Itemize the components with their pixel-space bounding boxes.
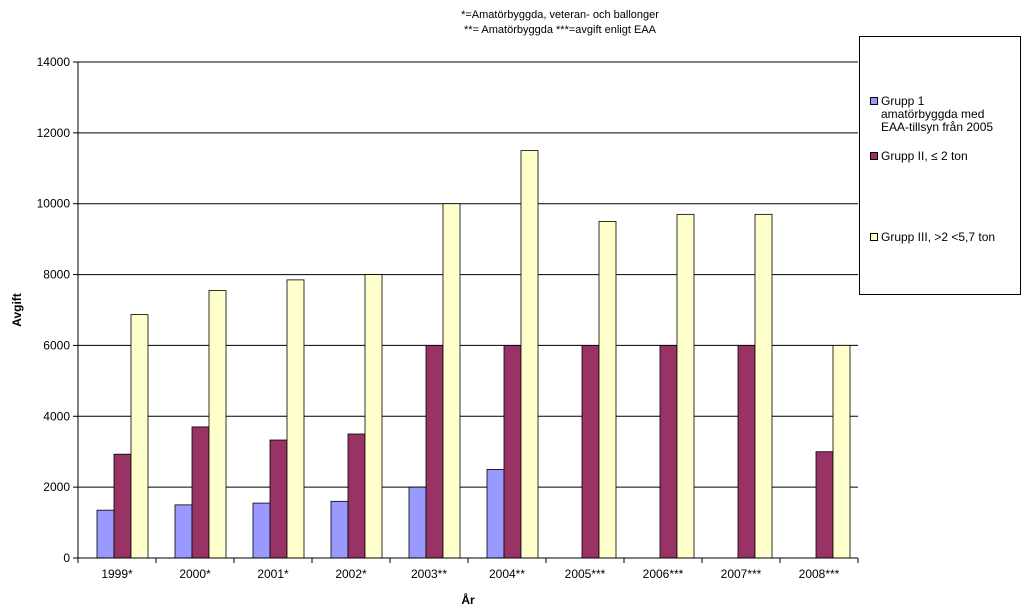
x-tick-label: 2006*** bbox=[643, 567, 684, 581]
chart-subtitle-line-1: *=Amatörbyggda, veteran- och ballonger bbox=[461, 9, 659, 21]
x-tick-label: 2000* bbox=[179, 567, 211, 581]
gridlines bbox=[78, 61, 858, 488]
legend-label-grupp-2: Grupp II, ≤ 2 ton bbox=[881, 149, 968, 163]
bar-series-3-2004 bbox=[520, 150, 539, 559]
bar-series-1-2004 bbox=[486, 469, 505, 559]
bar-series-3-2008 bbox=[832, 345, 851, 559]
bar-series-3-2007 bbox=[754, 213, 773, 559]
y-tick-label: 8000 bbox=[43, 268, 70, 282]
legend-swatch-grupp-3 bbox=[870, 233, 878, 241]
bar-series-3-2001 bbox=[286, 279, 305, 559]
x-tick-label: 2002* bbox=[335, 567, 367, 581]
x-axis-label: År bbox=[461, 592, 475, 607]
bar-series-2-2000 bbox=[191, 426, 210, 559]
bar-series-1-2003 bbox=[408, 486, 427, 559]
x-tick-labels: 1999* 2000* 2001* 2002* 2003** 2004** 2005*** 2… bbox=[101, 567, 839, 581]
bar-series-2-2003 bbox=[425, 345, 444, 559]
bar-series-2-2002 bbox=[347, 433, 366, 559]
bar-series-3-2006 bbox=[676, 213, 695, 559]
x-tick-label: 1999* bbox=[101, 567, 133, 581]
legend-item-grupp-2: Grupp II, ≤ 2 ton bbox=[870, 150, 1020, 163]
bar-series-2-2004 bbox=[503, 345, 522, 559]
legend-label-line: EAA-tillsyn från 2005 bbox=[881, 120, 994, 134]
bar-series-1-2001 bbox=[252, 502, 271, 559]
y-axis-label: Avgift bbox=[10, 293, 24, 327]
y-tick-label: 4000 bbox=[43, 409, 70, 423]
legend-label-grupp-3: Grupp III, >2 <5,7 ton bbox=[881, 230, 996, 244]
bar-series-3-2003 bbox=[442, 203, 461, 559]
y-tick-label: 12000 bbox=[37, 126, 71, 140]
bar-series-1-1999 bbox=[96, 509, 115, 559]
bar-series-3-2002 bbox=[364, 274, 383, 559]
chart-subtitle-line-2: **= Amatörbyggda ***=avgift enligt EAA bbox=[463, 24, 656, 36]
y-tick-label: 2000 bbox=[43, 480, 70, 494]
y-tick-label: 6000 bbox=[43, 338, 70, 352]
legend-item-grupp-1: Grupp 1 amatörbyggda med EAA-tillsyn frå… bbox=[870, 95, 1020, 134]
bars bbox=[96, 150, 851, 559]
bar-series-1-2002 bbox=[330, 500, 349, 559]
x-tick-label: 2001* bbox=[257, 567, 289, 581]
y-tick-label: 10000 bbox=[37, 197, 71, 211]
x-tick-label: 2003** bbox=[411, 567, 447, 581]
x-tick-label: 2007*** bbox=[721, 567, 762, 581]
legend-label-line: amatörbyggda med bbox=[881, 107, 985, 121]
y-tick-labels: 0 2000 4000 6000 8000 10000 12000 14000 bbox=[37, 55, 71, 565]
bar-series-2-2006 bbox=[659, 345, 678, 559]
bar-series-2-2008 bbox=[815, 451, 834, 559]
x-tick-label: 2005*** bbox=[565, 567, 606, 581]
bar-series-2-1999 bbox=[113, 453, 132, 559]
bar-series-2-2001 bbox=[269, 439, 288, 559]
bar-series-3-2000 bbox=[208, 290, 227, 559]
bar-series-3-2005 bbox=[598, 221, 617, 559]
legend-swatch-grupp-2 bbox=[870, 152, 878, 160]
bar-series-1-2000 bbox=[174, 504, 193, 559]
x-tick-label: 2004** bbox=[489, 567, 525, 581]
legend-swatch-grupp-1 bbox=[870, 97, 878, 105]
chart-legend: Grupp 1 amatörbyggda med EAA-tillsyn frå… bbox=[859, 36, 1021, 295]
legend-item-grupp-3: Grupp III, >2 <5,7 ton bbox=[870, 231, 1020, 244]
y-tick-label: 0 bbox=[63, 551, 70, 565]
y-tick-label: 14000 bbox=[37, 55, 71, 69]
bar-series-2-2007 bbox=[737, 345, 756, 559]
x-tick-label: 2008*** bbox=[799, 567, 840, 581]
legend-label-grupp-1: Grupp 1 amatörbyggda med EAA-tillsyn frå… bbox=[881, 95, 1020, 134]
legend-label-line: Grupp 1 bbox=[881, 94, 925, 108]
bar-series-2-2005 bbox=[581, 345, 600, 559]
bar-series-3-1999 bbox=[130, 314, 149, 559]
axes bbox=[73, 61, 859, 563]
